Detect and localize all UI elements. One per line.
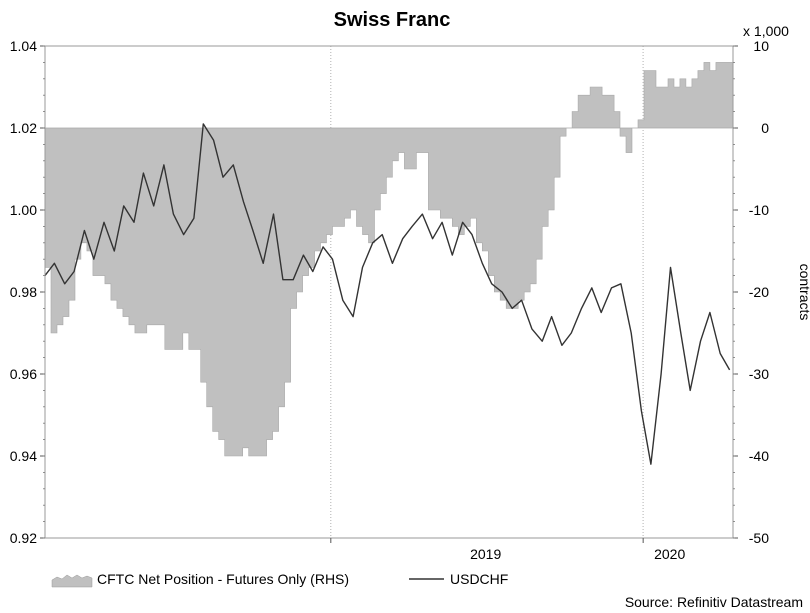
right-axis-label: contracts	[797, 264, 810, 321]
x-axis: 2019 2020	[330, 538, 685, 562]
right-tick-label: -50	[749, 530, 769, 546]
legend-area-label: CFTC Net Position - Futures Only (RHS)	[97, 571, 349, 587]
usdchf-line	[44, 123, 731, 465]
right-axis: -50 -40 -30 -20 -10 0 10	[733, 38, 769, 546]
left-tick-label: 1.02	[10, 120, 37, 136]
left-tick-label: 0.94	[10, 448, 37, 464]
source-note: Source: Refinitiv Datastream	[625, 594, 803, 610]
left-axis: 0.92 0.94 0.96 0.98 1.00 1.02 1.04	[10, 38, 45, 546]
year-dividers	[330, 46, 644, 538]
right-tick-label: -20	[749, 284, 769, 300]
right-tick-label: -40	[749, 448, 769, 464]
right-axis-multiplier: x 1,000	[743, 23, 789, 39]
left-tick-label: 0.92	[10, 530, 37, 546]
right-tick-label: 10	[753, 38, 769, 54]
legend-line-label: USDCHF	[450, 571, 508, 587]
legend: CFTC Net Position - Futures Only (RHS) U…	[51, 571, 508, 588]
cftc-net-position-area	[44, 62, 734, 457]
x-tick-label: 2019	[470, 546, 501, 562]
plot-area	[44, 45, 734, 539]
legend-area-swatch	[51, 574, 93, 588]
right-tick-label: -10	[749, 202, 769, 218]
chart-title: Swiss Franc	[334, 9, 451, 31]
left-tick-label: 0.98	[10, 284, 37, 300]
right-tick-label: -30	[749, 366, 769, 382]
x-tick-label: 2020	[654, 546, 685, 562]
left-tick-label: 1.00	[10, 202, 37, 218]
right-tick-label: 0	[761, 120, 769, 136]
left-tick-label: 0.96	[10, 366, 37, 382]
left-tick-label: 1.04	[10, 38, 37, 54]
